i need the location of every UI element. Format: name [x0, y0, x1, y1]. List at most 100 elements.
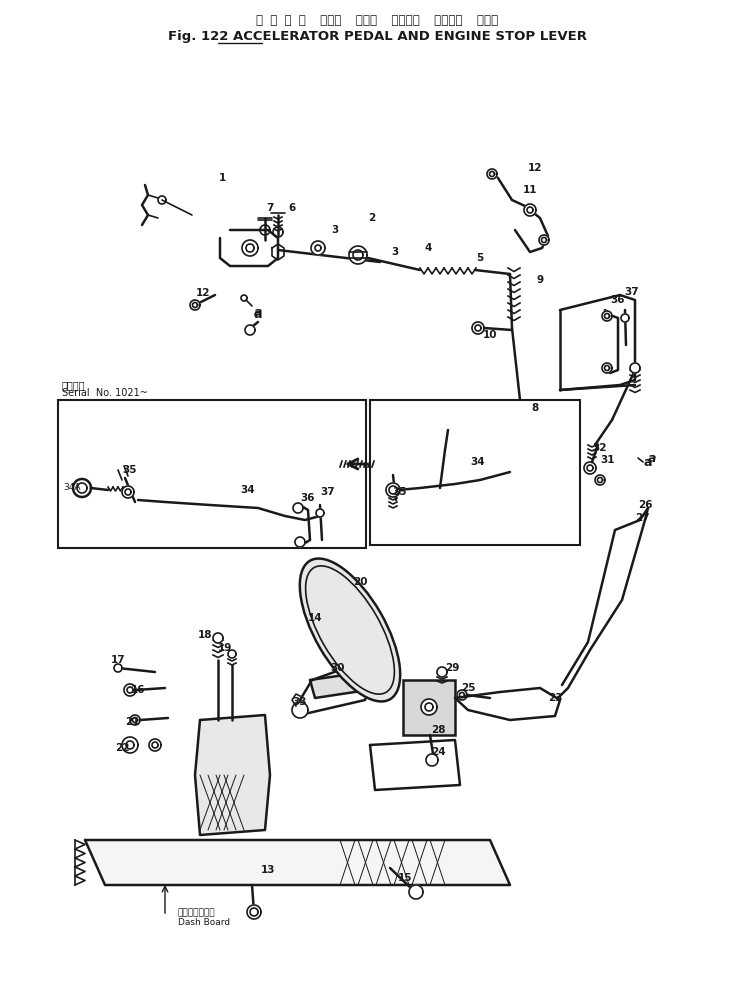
Text: 27: 27 [635, 513, 649, 523]
Polygon shape [295, 537, 305, 547]
Polygon shape [487, 169, 497, 179]
Text: a: a [648, 451, 656, 465]
Text: 30: 30 [331, 663, 345, 673]
Polygon shape [472, 322, 484, 334]
Text: 4: 4 [424, 243, 432, 253]
Text: a: a [254, 305, 262, 318]
Text: 5: 5 [476, 253, 484, 263]
Ellipse shape [300, 558, 400, 701]
Polygon shape [124, 684, 136, 696]
Polygon shape [349, 246, 367, 264]
Polygon shape [213, 633, 223, 643]
Text: ア ク セ ル  ペダル  および  エンジン  ストップ  レバー: ア ク セ ル ペダル および エンジン ストップ レバー [256, 14, 498, 27]
Text: 34A: 34A [63, 484, 81, 492]
Polygon shape [595, 475, 605, 485]
Text: 8: 8 [532, 403, 538, 413]
Text: 22: 22 [115, 743, 129, 753]
Polygon shape [242, 240, 258, 256]
Text: 11: 11 [522, 185, 538, 195]
Polygon shape [122, 737, 138, 753]
Text: 35: 35 [393, 487, 407, 497]
Polygon shape [73, 479, 91, 497]
Polygon shape [85, 840, 510, 885]
Text: 34: 34 [470, 457, 485, 467]
Text: 15: 15 [398, 873, 412, 883]
Text: 33: 33 [293, 697, 307, 707]
Polygon shape [539, 235, 549, 245]
Text: 25: 25 [461, 683, 475, 693]
Text: 24: 24 [430, 747, 445, 757]
Polygon shape [370, 740, 460, 790]
Text: 36: 36 [611, 295, 625, 305]
Text: 1: 1 [218, 173, 226, 183]
Polygon shape [190, 300, 200, 310]
Polygon shape [560, 295, 635, 390]
Text: 6: 6 [288, 203, 296, 213]
Text: 32: 32 [593, 443, 607, 453]
Polygon shape [272, 244, 284, 260]
Polygon shape [311, 241, 325, 255]
Text: 34: 34 [241, 485, 255, 495]
Text: 31: 31 [601, 455, 615, 465]
Polygon shape [630, 363, 640, 373]
Polygon shape [245, 325, 255, 335]
Text: 35: 35 [123, 465, 137, 475]
Bar [403, 680, 455, 735]
Text: 20: 20 [353, 577, 367, 587]
Text: 14: 14 [308, 613, 322, 623]
Polygon shape [386, 483, 400, 497]
Text: 13: 13 [260, 865, 276, 875]
Polygon shape [409, 885, 423, 899]
Text: 18: 18 [198, 630, 212, 640]
Polygon shape [524, 204, 536, 216]
Polygon shape [195, 715, 270, 835]
Polygon shape [149, 739, 161, 751]
Text: 37: 37 [624, 287, 639, 297]
Text: Dash Board: Dash Board [178, 918, 230, 927]
Polygon shape [421, 699, 437, 715]
Text: 7: 7 [267, 203, 273, 213]
Polygon shape [584, 462, 596, 474]
Polygon shape [426, 754, 438, 766]
Text: 21: 21 [125, 717, 139, 727]
Text: 26: 26 [638, 500, 652, 510]
Bar [58, 400, 366, 548]
Polygon shape [130, 715, 140, 725]
Text: 23: 23 [547, 693, 562, 703]
Polygon shape [310, 672, 368, 698]
Polygon shape [621, 314, 629, 322]
Text: 3: 3 [391, 247, 399, 257]
Text: 10: 10 [482, 330, 498, 340]
Polygon shape [292, 702, 308, 718]
Polygon shape [316, 509, 324, 517]
Text: 12: 12 [196, 288, 210, 298]
Polygon shape [300, 660, 375, 715]
Polygon shape [220, 230, 278, 266]
Text: 12: 12 [528, 163, 542, 173]
Text: a: a [644, 455, 652, 469]
Polygon shape [602, 363, 612, 373]
Text: 適用番号: 適用番号 [62, 380, 85, 390]
Polygon shape [437, 667, 447, 677]
Text: Serial  No. 1021~: Serial No. 1021~ [62, 388, 148, 398]
Polygon shape [228, 650, 236, 658]
Polygon shape [114, 664, 122, 672]
Polygon shape [455, 688, 560, 720]
Polygon shape [602, 311, 612, 321]
Polygon shape [122, 486, 134, 498]
Text: 16: 16 [131, 685, 145, 695]
Polygon shape [247, 905, 261, 919]
Text: 9: 9 [537, 275, 544, 285]
Bar [370, 400, 580, 545]
Text: 29: 29 [445, 663, 459, 673]
Text: 17: 17 [111, 655, 125, 665]
Text: 2: 2 [368, 213, 376, 223]
Polygon shape [457, 690, 467, 700]
Polygon shape [293, 503, 303, 513]
Text: タッシュボード: タッシュボード [178, 908, 216, 917]
Text: 3: 3 [331, 225, 339, 235]
Text: Fig. 122 ACCELERATOR PEDAL AND ENGINE STOP LEVER: Fig. 122 ACCELERATOR PEDAL AND ENGINE ST… [168, 30, 587, 43]
Text: 37: 37 [321, 487, 335, 497]
Text: 36: 36 [300, 493, 316, 503]
Text: 28: 28 [431, 725, 445, 735]
